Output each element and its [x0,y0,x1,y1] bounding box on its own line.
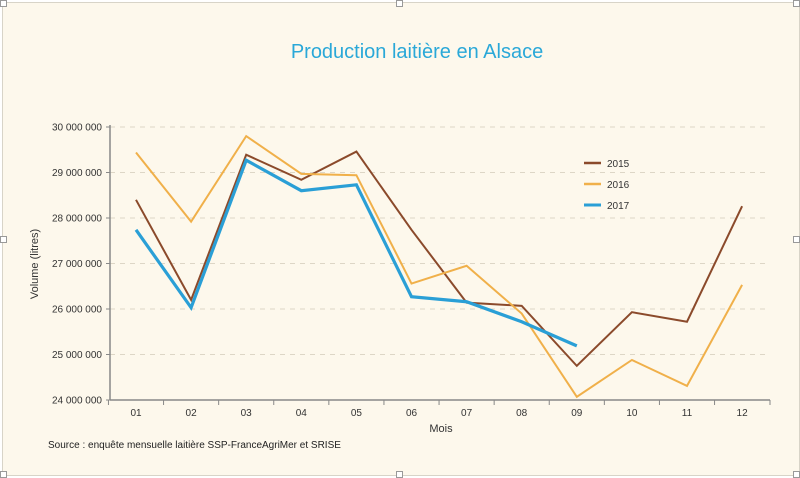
y-axis-label: Volume (litres) [29,229,41,299]
x-tick-label: 12 [737,408,749,419]
resize-handle[interactable] [0,0,7,7]
resize-handle[interactable] [0,236,7,243]
x-tick-label: 01 [130,408,142,419]
x-tick-label: 03 [241,408,253,419]
y-tick-label: 24 000 000 [52,396,102,407]
y-tick-label: 26 000 000 [52,305,102,316]
x-tick-label: 05 [351,408,363,419]
chart-title: Production laitière en Alsace [291,41,543,63]
series-line-2016 [135,134,743,399]
x-tick-label: 09 [571,408,583,419]
x-tick-label: 07 [461,408,473,419]
legend-label-2015: 2015 [607,159,630,170]
y-tick-label: 29 000 000 [52,168,102,179]
x-tick-label: 08 [516,408,528,419]
x-tick-label: 06 [406,408,418,419]
y-tick-label: 27 000 000 [52,259,102,270]
x-axis-label: Mois [429,423,453,435]
x-tick-label: 10 [626,408,638,419]
legend-label-2017: 2017 [607,201,630,212]
series-line-2017 [134,157,578,348]
y-tick-label: 30 000 000 [52,123,102,134]
x-tick-label: 04 [296,408,308,419]
y-tick-label: 28 000 000 [52,214,102,225]
y-tick-label: 25 000 000 [52,350,102,361]
legend-label-2016: 2016 [607,180,630,191]
source-note: Source : enquête mensuelle laitière SSP-… [48,440,341,451]
x-tick-label: 11 [682,408,693,419]
resize-handle[interactable] [396,0,403,7]
x-tick-label: 02 [186,408,198,419]
series-line-2015 [135,150,744,368]
